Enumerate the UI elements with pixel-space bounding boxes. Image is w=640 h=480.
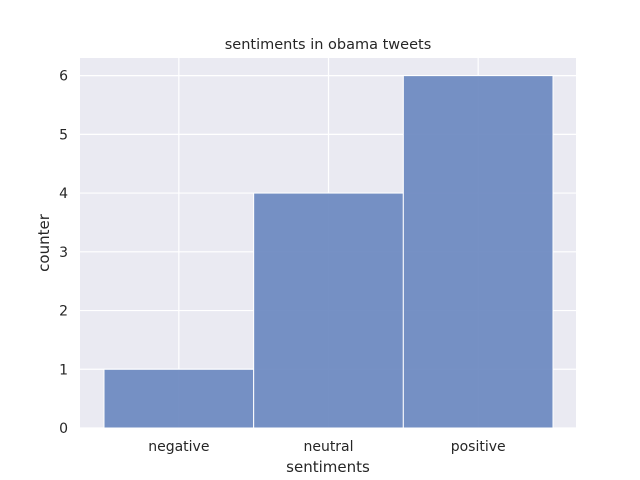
x-tick-label: negative (148, 439, 209, 455)
y-tick-label: 0 (59, 421, 68, 437)
y-tick-label: 2 (59, 304, 68, 320)
x-tick-label: neutral (303, 439, 353, 455)
bars (103, 75, 554, 429)
y-axis-title: counter (35, 213, 53, 272)
y-tick-label: 6 (59, 69, 68, 85)
y-tick-label: 5 (59, 127, 68, 143)
chart-title: sentiments in obama tweets (225, 37, 432, 53)
y-tick-labels: 0 1 2 3 4 5 6 (59, 69, 68, 437)
bar-negative (103, 368, 255, 429)
x-axis-title: sentiments (286, 458, 370, 476)
x-tick-labels: negative neutral positive (148, 439, 505, 455)
y-tick-label: 1 (59, 362, 68, 378)
y-tick-label: 4 (59, 186, 68, 202)
bar-neutral (253, 192, 404, 429)
x-tick-label: positive (451, 439, 506, 455)
bar-positive (402, 75, 554, 429)
y-tick-label: 3 (59, 245, 68, 261)
